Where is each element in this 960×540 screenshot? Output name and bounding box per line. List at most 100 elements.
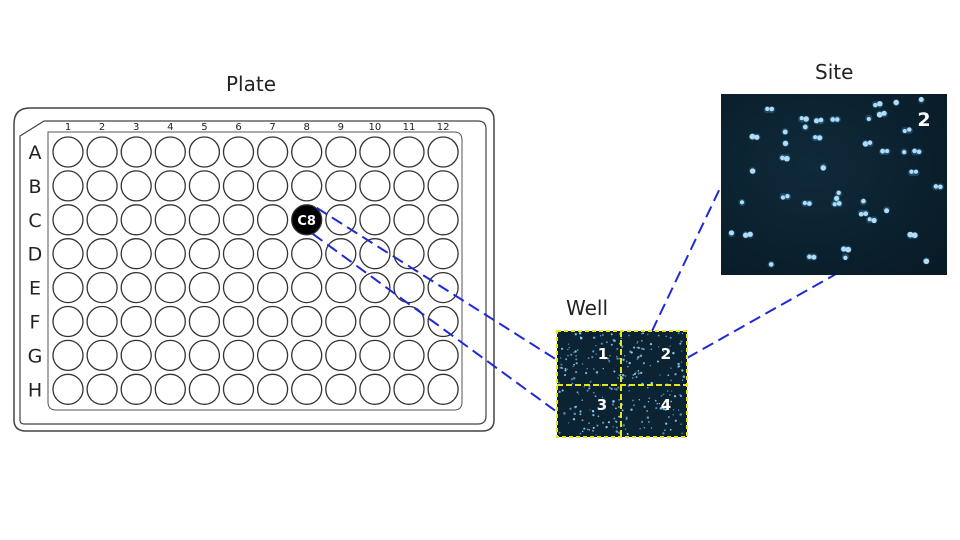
well-C10[interactable] bbox=[359, 204, 391, 236]
well-H7[interactable] bbox=[256, 373, 289, 405]
well-G10[interactable] bbox=[359, 339, 391, 372]
well-A4[interactable] bbox=[154, 136, 186, 168]
well-H2[interactable] bbox=[86, 373, 118, 405]
well-A11[interactable] bbox=[393, 136, 425, 168]
well-D7[interactable] bbox=[256, 238, 289, 270]
well-C7[interactable] bbox=[256, 204, 289, 236]
well-C3[interactable] bbox=[120, 204, 152, 236]
well-G4[interactable] bbox=[154, 339, 186, 372]
well-E11[interactable] bbox=[393, 271, 425, 304]
well-F9[interactable] bbox=[325, 305, 357, 338]
well-cell-dot bbox=[643, 405, 646, 408]
well-B3[interactable] bbox=[120, 170, 152, 202]
well-E1[interactable] bbox=[52, 271, 84, 304]
well-B9[interactable] bbox=[325, 170, 357, 202]
well-A6[interactable] bbox=[222, 136, 255, 168]
well-H11[interactable] bbox=[393, 373, 425, 405]
well-H12[interactable] bbox=[427, 373, 459, 405]
well-F2[interactable] bbox=[86, 305, 118, 338]
well-C4[interactable] bbox=[154, 204, 186, 236]
well-A5[interactable] bbox=[188, 136, 221, 168]
well-D8[interactable] bbox=[291, 238, 323, 270]
well-C1[interactable] bbox=[52, 204, 84, 236]
well-C12[interactable] bbox=[427, 204, 459, 236]
well-A3[interactable] bbox=[120, 136, 152, 168]
well-A2[interactable] bbox=[86, 136, 118, 168]
well-E9[interactable] bbox=[325, 271, 357, 304]
well-D11[interactable] bbox=[393, 238, 425, 270]
well-B7[interactable] bbox=[256, 170, 289, 202]
well-C5[interactable] bbox=[188, 204, 221, 236]
well-E2[interactable] bbox=[86, 271, 118, 304]
well-A1[interactable] bbox=[52, 136, 84, 168]
well-E7[interactable] bbox=[256, 271, 289, 304]
well-H1[interactable] bbox=[52, 373, 84, 405]
well-A7[interactable] bbox=[256, 136, 289, 168]
well-H6[interactable] bbox=[222, 373, 255, 405]
site-cell-dot bbox=[902, 128, 907, 134]
well-F5[interactable] bbox=[188, 305, 221, 338]
well-E3[interactable] bbox=[120, 271, 152, 304]
well-H3[interactable] bbox=[120, 373, 152, 405]
well-E5[interactable] bbox=[188, 271, 221, 304]
site-cell-dot bbox=[818, 117, 824, 123]
well-F4[interactable] bbox=[154, 305, 186, 338]
well-F11[interactable] bbox=[393, 305, 425, 338]
well-G5[interactable] bbox=[188, 339, 221, 372]
well-H9[interactable] bbox=[325, 373, 357, 405]
well-D3[interactable] bbox=[120, 238, 152, 270]
well-B1[interactable] bbox=[52, 170, 84, 202]
well-G1[interactable] bbox=[52, 339, 84, 372]
well-B6[interactable] bbox=[222, 170, 255, 202]
well-G9[interactable] bbox=[325, 339, 357, 372]
well-H8[interactable] bbox=[291, 373, 323, 405]
well-H4[interactable] bbox=[154, 373, 186, 405]
well-B5[interactable] bbox=[188, 170, 221, 202]
well-D12[interactable] bbox=[427, 238, 459, 270]
well-D6[interactable] bbox=[222, 238, 255, 270]
well-G8[interactable] bbox=[291, 339, 323, 372]
well-F12[interactable] bbox=[427, 305, 459, 338]
well-B12[interactable] bbox=[427, 170, 459, 202]
well-F3[interactable] bbox=[120, 305, 152, 338]
well-G2[interactable] bbox=[86, 339, 118, 372]
well-B11[interactable] bbox=[393, 170, 425, 202]
well-G12[interactable] bbox=[427, 339, 459, 372]
well-F7[interactable] bbox=[256, 305, 289, 338]
well-B8[interactable] bbox=[291, 170, 323, 202]
well-D4[interactable] bbox=[154, 238, 186, 270]
well-B10[interactable] bbox=[359, 170, 391, 202]
well-G7[interactable] bbox=[256, 339, 289, 372]
well-D9[interactable] bbox=[325, 238, 357, 270]
well-H10[interactable] bbox=[359, 373, 391, 405]
well-E10[interactable] bbox=[359, 271, 391, 304]
well-C8[interactable] bbox=[291, 204, 323, 236]
well-A12[interactable] bbox=[427, 136, 459, 168]
well-A8[interactable] bbox=[291, 136, 323, 168]
well-D10[interactable] bbox=[359, 238, 391, 270]
site-cell-glow bbox=[738, 198, 746, 207]
well-G11[interactable] bbox=[393, 339, 425, 372]
well-B2[interactable] bbox=[86, 170, 118, 202]
well-F6[interactable] bbox=[222, 305, 255, 338]
well-G6[interactable] bbox=[222, 339, 255, 372]
site-cell-dot bbox=[907, 127, 912, 132]
well-D2[interactable] bbox=[86, 238, 118, 270]
well-C11[interactable] bbox=[393, 204, 425, 236]
well-A9[interactable] bbox=[325, 136, 357, 168]
well-F8[interactable] bbox=[291, 305, 323, 338]
well-D5[interactable] bbox=[188, 238, 221, 270]
well-A10[interactable] bbox=[359, 136, 391, 168]
well-D1[interactable] bbox=[52, 238, 84, 270]
well-G3[interactable] bbox=[120, 339, 152, 372]
well-E4[interactable] bbox=[154, 271, 186, 304]
well-C2[interactable] bbox=[86, 204, 118, 236]
well-F10[interactable] bbox=[359, 305, 391, 338]
well-C6[interactable] bbox=[222, 204, 255, 236]
well-H5[interactable] bbox=[188, 373, 221, 405]
site-cell-dot bbox=[836, 190, 841, 195]
well-E8[interactable] bbox=[291, 271, 323, 304]
well-F1[interactable] bbox=[52, 305, 84, 338]
well-B4[interactable] bbox=[154, 170, 186, 202]
well-E6[interactable] bbox=[222, 271, 255, 304]
